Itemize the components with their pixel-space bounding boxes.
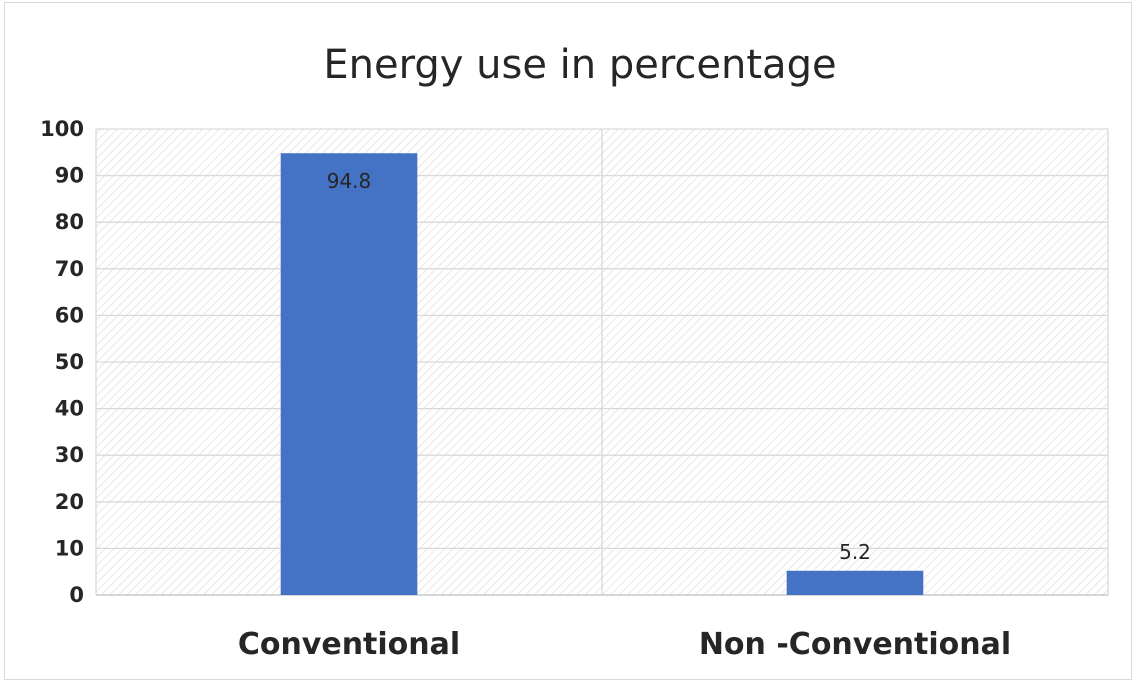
y-tick-50: 50 <box>55 350 84 374</box>
y-tick-0: 0 <box>69 583 84 607</box>
y-tick-80: 80 <box>55 210 84 234</box>
y-tick-20: 20 <box>55 490 84 514</box>
data-label-2: 5.2 <box>839 540 871 564</box>
bar-1 <box>280 153 418 595</box>
y-axis-tick-labels: 0 10 20 30 40 50 60 70 80 90 100 <box>40 117 84 607</box>
y-tick-40: 40 <box>55 397 84 421</box>
data-labels: 94.8 5.2 <box>327 169 871 564</box>
y-tick-90: 90 <box>55 164 84 188</box>
bar-2 <box>786 570 924 595</box>
x-tick-1: Conventional <box>238 627 460 662</box>
chart-title: Energy use in percentage <box>323 42 836 88</box>
y-tick-60: 60 <box>55 303 84 327</box>
x-tick-2: Non -Conventional <box>699 627 1011 662</box>
bars <box>280 153 924 595</box>
y-tick-100: 100 <box>40 117 84 141</box>
category-dividers <box>95 129 1109 595</box>
data-label-1: 94.8 <box>327 169 372 193</box>
y-tick-30: 30 <box>55 443 84 467</box>
y-tick-10: 10 <box>55 536 84 560</box>
x-axis-tick-labels: Conventional Non -Conventional <box>238 627 1011 662</box>
y-tick-70: 70 <box>55 257 84 281</box>
